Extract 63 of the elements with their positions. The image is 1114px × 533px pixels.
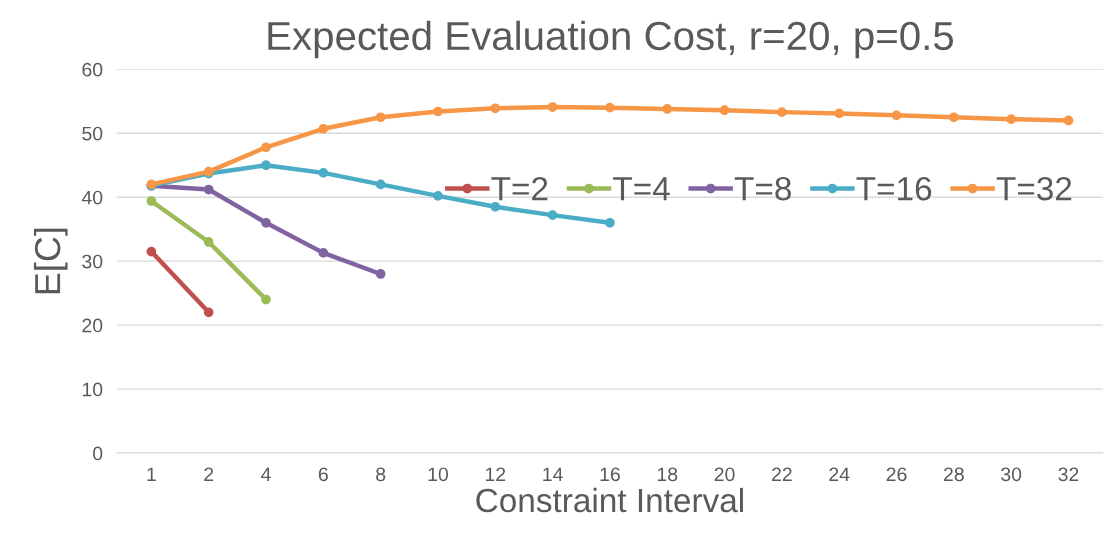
x-tick-label: 30 bbox=[1001, 467, 1022, 482]
x-tick-label: 32 bbox=[1058, 467, 1079, 482]
point bbox=[719, 105, 730, 116]
x-tick-label: 2 bbox=[204, 467, 214, 482]
point bbox=[1063, 115, 1074, 126]
y-tick-label: 0 bbox=[93, 446, 103, 461]
point bbox=[203, 307, 214, 318]
point bbox=[662, 104, 673, 114]
x-tick-label: 8 bbox=[376, 467, 386, 482]
point bbox=[1006, 114, 1017, 125]
x-axis-title: Constraint Interval bbox=[476, 487, 743, 513]
x-tick-label: 24 bbox=[829, 467, 850, 482]
x-tick-label: 1 bbox=[147, 467, 156, 482]
point bbox=[261, 294, 271, 305]
point bbox=[146, 196, 157, 206]
point bbox=[318, 168, 329, 178]
legend-label: T=4 bbox=[613, 177, 670, 201]
point bbox=[146, 246, 157, 257]
y-tick-label: 20 bbox=[82, 318, 103, 333]
point bbox=[948, 112, 959, 123]
legend-label: T=2 bbox=[491, 176, 548, 201]
point bbox=[203, 184, 214, 195]
point bbox=[605, 102, 615, 113]
y-tick-label: 40 bbox=[81, 190, 103, 205]
y-tick-label: 50 bbox=[82, 126, 103, 141]
y-tick-label: 10 bbox=[82, 382, 103, 397]
point bbox=[318, 247, 329, 258]
x-tick-label: 12 bbox=[485, 467, 506, 482]
legend-label: T=32 bbox=[996, 176, 1072, 201]
legend-label: T=8 bbox=[734, 176, 791, 201]
point bbox=[490, 103, 501, 114]
x-tick-label: 18 bbox=[657, 467, 678, 482]
x-tick-label: 28 bbox=[944, 467, 964, 482]
y-axis-title: E[C] bbox=[33, 228, 68, 294]
point bbox=[834, 108, 845, 119]
point bbox=[261, 142, 271, 153]
x-tick-label: 26 bbox=[886, 467, 907, 482]
point bbox=[777, 107, 787, 118]
x-tick-label: 20 bbox=[714, 467, 735, 482]
point bbox=[375, 112, 386, 123]
point bbox=[547, 102, 558, 112]
legend-label: T=16 bbox=[856, 176, 932, 201]
point bbox=[891, 110, 902, 121]
y-tick-label: 60 bbox=[82, 62, 103, 77]
x-tick-label: 22 bbox=[772, 467, 792, 482]
point bbox=[203, 237, 214, 247]
point bbox=[318, 123, 329, 134]
x-tick-label: 14 bbox=[543, 467, 563, 482]
point bbox=[261, 217, 271, 228]
point bbox=[261, 160, 271, 171]
x-tick-label: 6 bbox=[318, 467, 328, 482]
x-tick-label: 4 bbox=[261, 467, 271, 482]
point bbox=[375, 179, 386, 190]
point bbox=[375, 269, 386, 279]
point bbox=[490, 201, 501, 212]
point bbox=[547, 210, 558, 220]
y-tick-label: 30 bbox=[82, 254, 103, 269]
x-tick-label: 10 bbox=[428, 467, 449, 482]
chart-title: Expected Evaluation Cost, r=20, p=0.5 bbox=[268, 20, 954, 59]
x-tick-label: 16 bbox=[600, 467, 620, 482]
point bbox=[433, 106, 443, 117]
point bbox=[605, 217, 615, 228]
point bbox=[433, 191, 443, 201]
